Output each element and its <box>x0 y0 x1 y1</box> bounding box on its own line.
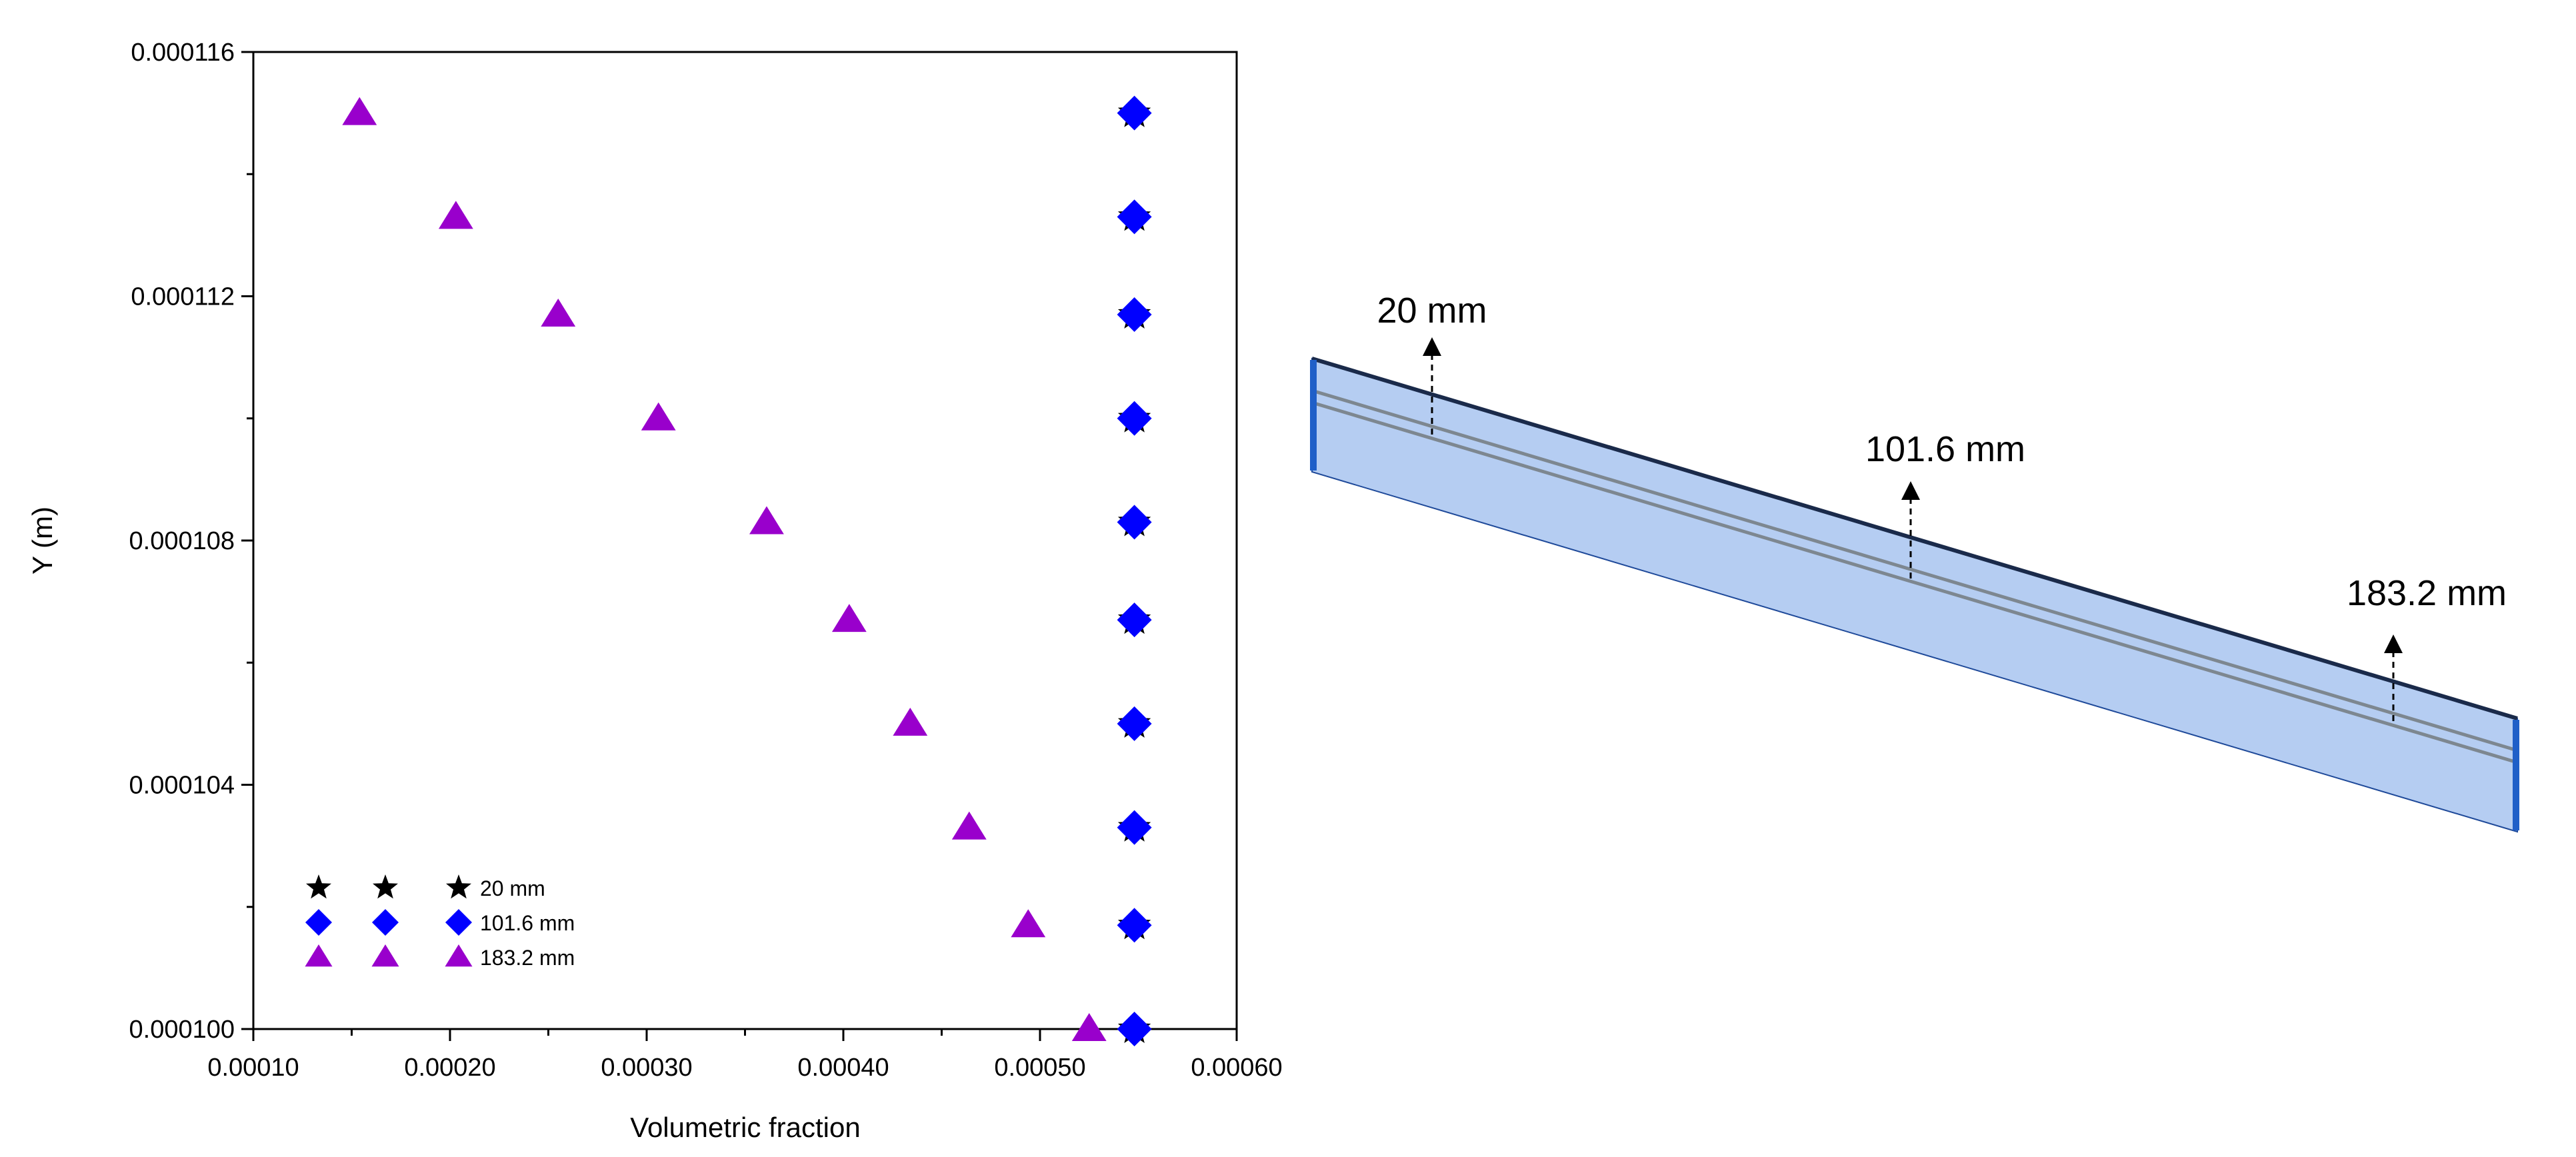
legend-label: 101.6 mm <box>480 911 575 935</box>
beam-top-edge <box>1311 357 2518 720</box>
y-axis-title: Y (m) <box>27 507 58 575</box>
y-tick-label: 0.000116 <box>131 39 235 67</box>
data-point-triangle <box>641 402 676 431</box>
y-tick-label: 0.000108 <box>129 527 235 555</box>
x-tick-label: 0.00020 <box>404 1054 495 1082</box>
x-tick-label: 0.00050 <box>994 1054 1085 1082</box>
x-tick-label: 0.00060 <box>1191 1054 1282 1082</box>
x-axis-ticks: 0.00010 0.00020 0.00030 0.00040 0.00050 0.000… <box>207 1029 1283 1082</box>
y-axis-ticks: 0.000100 0.000104 0.000108 0.000112 0.000116 <box>129 39 253 1044</box>
position-marker-183-2mm: 183.2 mm <box>2347 573 2507 721</box>
position-marker-20mm: 20 mm <box>1377 291 1487 435</box>
data-point-triangle <box>438 201 473 229</box>
legend-marker-diamond <box>305 909 332 936</box>
x-tick-label: 0.00010 <box>207 1054 299 1082</box>
beam-diagram: 20 mm 101.6 mm 183.2 mm <box>1310 291 2519 833</box>
scatter-chart: 0.00010 0.00020 0.00030 0.00040 0.00050 0.000… <box>27 39 1283 1143</box>
data-point-triangle <box>951 811 987 840</box>
x-axis-title: Volumetric fraction <box>630 1112 860 1143</box>
y-tick-label: 0.000112 <box>131 283 235 311</box>
y-tick-label: 0.000100 <box>129 1016 235 1044</box>
legend-marker-triangle <box>445 944 473 967</box>
legend: 20 mm 101.6 mm 183.2 mm <box>305 874 575 970</box>
data-markers <box>342 95 1152 1046</box>
beam-inner-line-1 <box>1311 389 2518 752</box>
position-label: 20 mm <box>1377 291 1487 331</box>
data-point-triangle <box>541 298 576 327</box>
data-point-triangle <box>1011 909 1046 938</box>
data-point-triangle <box>893 707 928 736</box>
x-tick-label: 0.00030 <box>601 1054 692 1082</box>
legend-marker-star <box>373 874 398 899</box>
legend-marker-triangle <box>305 944 333 967</box>
position-marker-101-6mm: 101.6 mm <box>1865 429 2025 578</box>
beam-inner-line-2 <box>1311 401 2518 764</box>
data-point-diamond <box>1117 602 1152 638</box>
data-point-triangle <box>831 604 867 632</box>
y-tick-label: 0.000104 <box>129 772 235 800</box>
data-point-diamond <box>1117 297 1152 332</box>
data-point-diamond <box>1117 505 1152 540</box>
arrow-head <box>1423 337 1441 356</box>
data-point-diamond <box>1117 908 1152 943</box>
position-label: 183.2 mm <box>2347 573 2507 613</box>
data-point-triangle <box>1071 1013 1107 1041</box>
data-point-diamond <box>1117 706 1152 741</box>
legend-marker-triangle <box>371 944 399 967</box>
plot-area-frame <box>252 51 1238 1030</box>
data-point-diamond <box>1117 199 1152 235</box>
data-point-diamond <box>1117 401 1152 436</box>
legend-label: 183.2 mm <box>480 946 575 970</box>
position-label: 101.6 mm <box>1865 429 2025 469</box>
legend-marker-star <box>306 874 331 899</box>
legend-label: 20 mm <box>480 876 545 900</box>
data-point-diamond <box>1117 1012 1152 1046</box>
data-point-triangle <box>749 506 784 535</box>
legend-marker-diamond <box>445 909 472 936</box>
data-point-triangle <box>342 97 377 125</box>
legend-marker-star <box>446 874 471 899</box>
legend-marker-diamond <box>372 909 399 936</box>
data-point-diamond <box>1117 95 1152 131</box>
arrow-head <box>2384 634 2403 653</box>
data-point-diamond <box>1117 810 1152 845</box>
x-tick-label: 0.00040 <box>797 1054 889 1082</box>
arrow-head <box>1901 481 1920 500</box>
